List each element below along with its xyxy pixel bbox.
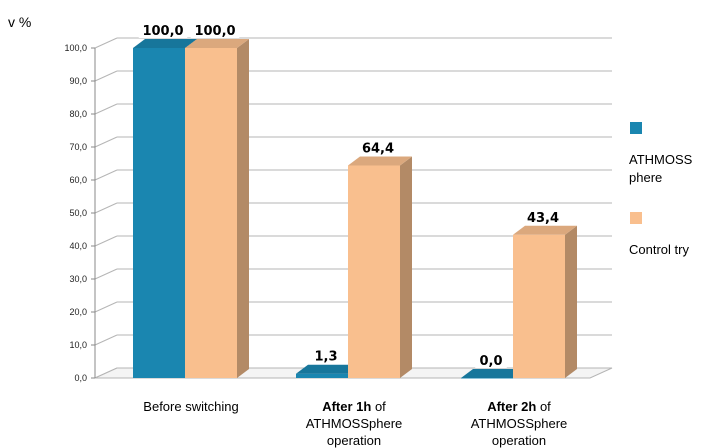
data-label-bg xyxy=(475,351,507,368)
y-tick-label: 10,0 xyxy=(69,340,87,350)
data-label-bg xyxy=(190,21,240,38)
legend-label: phere xyxy=(629,170,662,185)
y-axis-label: v % xyxy=(8,14,31,30)
legend-label: Control try xyxy=(629,242,689,257)
gridline-depth xyxy=(94,301,118,313)
data-label-bg xyxy=(138,21,188,38)
x-tick-label: After 2h of xyxy=(487,399,551,414)
bar-front xyxy=(185,48,237,378)
bar-top xyxy=(296,364,360,374)
x-tick-label: ATHMOSSphere xyxy=(471,416,568,431)
y-tick-label: 100,0 xyxy=(64,43,87,53)
x-tick-label: operation xyxy=(492,433,546,448)
gridline-depth xyxy=(94,103,118,115)
x-tick-label: ATHMOSSphere xyxy=(306,416,403,431)
gridline-depth xyxy=(94,37,118,49)
bars: 100,0 1,3 0,0 100,0 64,4 43,4 xyxy=(133,21,577,379)
gridline-depth xyxy=(94,268,118,280)
y-tick-label: 20,0 xyxy=(69,307,87,317)
bar: 100,0 xyxy=(185,21,249,378)
bar-side xyxy=(565,225,577,378)
bar-top xyxy=(185,39,249,48)
data-label: 100,0 xyxy=(194,24,235,39)
y-tick-label: 0,0 xyxy=(74,373,87,383)
bar-side xyxy=(400,156,412,378)
data-label: 64,4 xyxy=(362,141,394,156)
bar-top xyxy=(461,369,525,378)
bar: 43,4 xyxy=(513,207,577,378)
bar-front xyxy=(296,373,348,378)
data-label-bg xyxy=(523,207,563,225)
y-tick-label: 70,0 xyxy=(69,142,87,152)
legend-item: ATHMOSS phere xyxy=(629,122,693,185)
bar-front xyxy=(348,165,400,378)
gridline-depth xyxy=(94,334,118,346)
bar-top xyxy=(348,156,412,166)
y-tick-label: 30,0 xyxy=(69,274,87,284)
bar-front xyxy=(133,48,185,378)
y-tick-label: 90,0 xyxy=(69,76,87,86)
bar-side xyxy=(237,39,249,378)
legend-swatch xyxy=(630,212,642,224)
data-label-bg xyxy=(358,138,398,156)
bar: 0,0 xyxy=(461,351,525,379)
legend: ATHMOSS phere Control try xyxy=(629,122,693,257)
x-axis-labels: Before switching After 1h of ATHMOSSphere o… xyxy=(143,399,567,448)
bar-top xyxy=(513,225,577,235)
data-label: 43,4 xyxy=(527,211,559,226)
bar-top xyxy=(133,39,197,48)
data-label-bg xyxy=(310,346,342,364)
gridline-depth xyxy=(94,202,118,214)
y-tick-label: 40,0 xyxy=(69,241,87,251)
data-label: 0,0 xyxy=(479,354,502,369)
gridline-depth xyxy=(94,235,118,247)
y-tick-label: 60,0 xyxy=(69,175,87,185)
x-tick-label: After 1h of xyxy=(322,399,386,414)
x-tick-label: Before switching xyxy=(143,399,238,414)
bar-front xyxy=(461,378,513,379)
gridline-depth xyxy=(94,136,118,148)
data-label: 1,3 xyxy=(314,350,337,365)
gridline-depth xyxy=(94,70,118,82)
bar: 64,4 xyxy=(348,138,412,378)
y-tick-label: 80,0 xyxy=(69,109,87,119)
legend-swatch xyxy=(630,122,642,134)
x-tick-label: operation xyxy=(327,433,381,448)
legend-item: Control try xyxy=(629,212,689,257)
gridline-depth xyxy=(94,169,118,181)
bar-front xyxy=(513,234,565,378)
legend-label: ATHMOSS xyxy=(629,152,693,167)
y-tick-label: 50,0 xyxy=(69,208,87,218)
data-label: 100,0 xyxy=(142,24,183,39)
